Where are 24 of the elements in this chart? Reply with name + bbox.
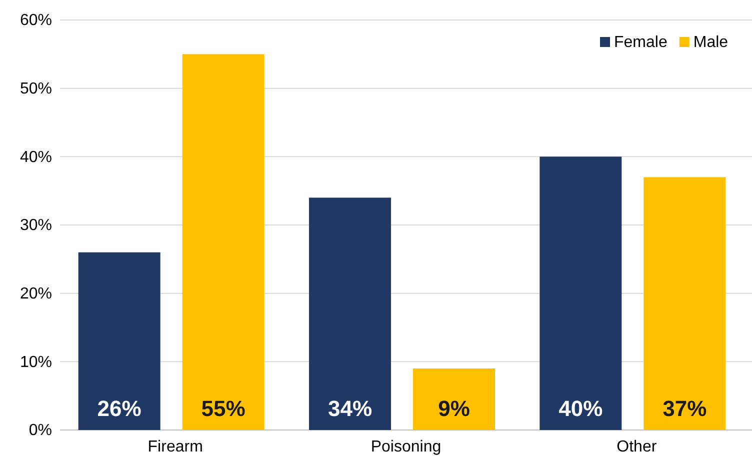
y-tick-label: 30% — [20, 217, 52, 234]
x-tick-label: Other — [616, 438, 658, 456]
y-tick-label: 20% — [20, 285, 52, 302]
bar — [309, 198, 391, 430]
bar — [540, 156, 622, 430]
y-tick-label: 40% — [20, 148, 52, 166]
bar — [644, 177, 726, 430]
bar — [413, 368, 495, 430]
data-label: 37% — [662, 396, 707, 421]
bar — [182, 54, 264, 430]
data-label: 40% — [558, 396, 603, 421]
legend-label: Female — [614, 34, 668, 51]
data-label: 55% — [201, 396, 246, 421]
data-label: 34% — [328, 396, 372, 421]
x-tick-label: Poisoning — [370, 438, 442, 456]
legend-label: Male — [693, 34, 728, 51]
y-tick-label: 60% — [20, 12, 52, 30]
x-tick-label: Firearm — [148, 438, 203, 456]
data-label: 9% — [438, 396, 470, 421]
y-tick-label: 10% — [20, 354, 52, 371]
bar — [78, 252, 160, 430]
y-tick-label: 0% — [28, 422, 52, 440]
data-label: 26% — [97, 396, 142, 421]
y-tick-label: 50% — [20, 80, 52, 98]
